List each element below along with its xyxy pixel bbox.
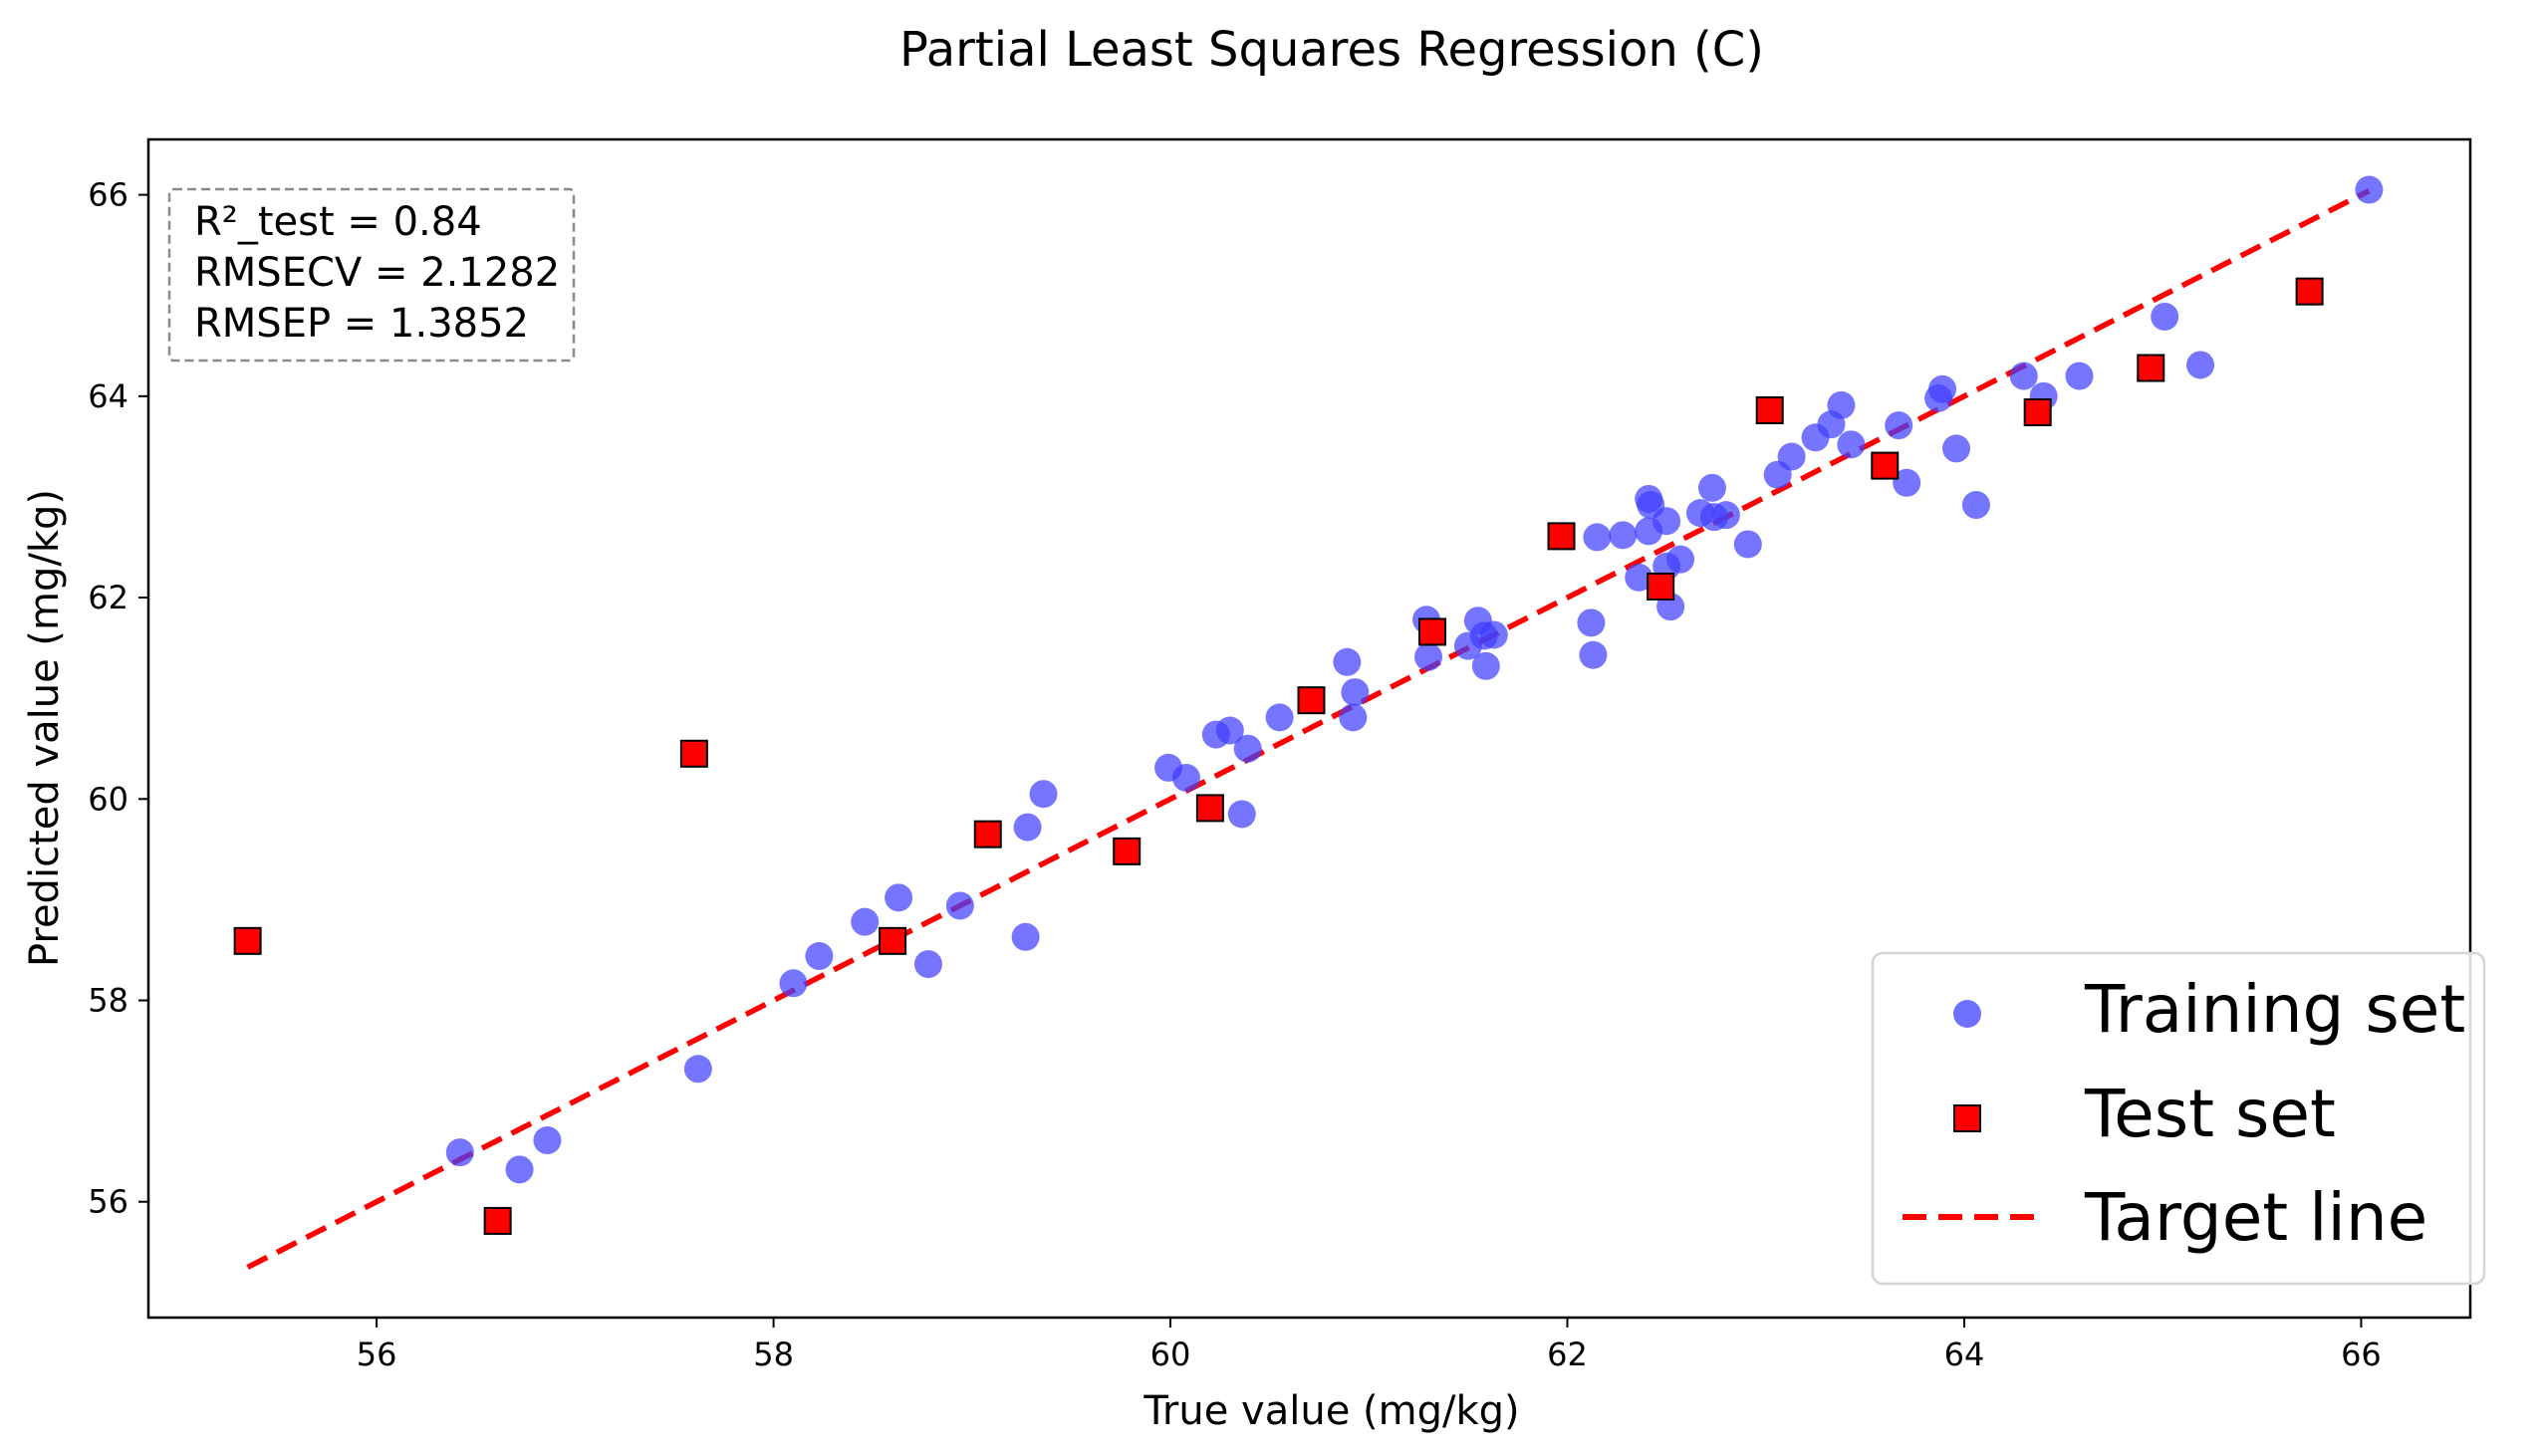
x-tick-label: 64 [1944,1335,1985,1373]
training-point [2186,351,2215,379]
test-point [679,739,708,768]
x-tick-label: 62 [1547,1335,1588,1373]
training-point [805,942,834,971]
y-tick-label: 56 [88,1183,128,1221]
training-point [945,891,974,920]
training-point [1653,507,1681,536]
training-point [1227,800,1256,829]
test-point [2295,277,2324,306]
training-point [1339,703,1368,732]
y-tick-label: 58 [88,982,128,1020]
y-tick-label: 62 [88,579,128,616]
test-point [1547,522,1576,551]
y-axis-ticks: 56 58 60 62 64 66 [88,176,148,1221]
training-point [1893,468,1921,497]
legend-training-label: Training set [2084,971,2465,1048]
test-point [879,926,907,955]
training-point [1666,545,1695,574]
x-axis-ticks: 56 58 60 62 64 66 [357,1318,2382,1373]
training-point [2065,362,2094,390]
test-point [973,820,1002,849]
x-tick-label: 66 [2341,1335,2382,1373]
training-point [2009,362,2038,390]
training-point [1941,434,1970,463]
test-point [1195,794,1224,823]
training-point [533,1126,562,1155]
training-point [1171,764,1200,793]
test-point [1647,572,1675,601]
plot-frame [146,137,2472,1320]
test-point [233,926,262,955]
training-point [779,969,808,998]
training-point [1827,390,1856,419]
training-point [1011,922,1040,951]
training-point [1711,501,1740,530]
y-axis-label: Predicted value (mg/kg) [22,489,68,967]
training-point [1333,647,1362,676]
training-point [683,1055,712,1084]
stats-box: R²_test = 0.84 RMSECV = 2.1282 RMSEP = 1… [167,187,576,363]
test-point [1871,451,1900,480]
chart-title: Partial Least Squares Regression (C) [899,22,1764,78]
training-point [885,883,913,912]
training-point [1837,430,1866,459]
legend-training-marker [1953,1000,1981,1028]
test-point [483,1206,512,1235]
training-point [1579,640,1608,669]
training-point [1471,651,1500,680]
training-point [1733,530,1762,559]
test-point [2137,354,2165,382]
training-point [1609,521,1638,550]
stats-rmsep: RMSEP = 1.3852 [194,301,529,347]
x-tick-label: 60 [1150,1335,1191,1373]
training-point [1928,374,1957,403]
y-tick-label: 66 [88,176,128,214]
training-point [1961,491,1990,520]
legend-target-label: Target line [2084,1179,2427,1256]
training-point [1013,813,1042,842]
training-point [1697,473,1726,502]
training-point [851,907,880,936]
training-points-layer [445,175,2384,1184]
training-point [1265,703,1294,732]
x-axis-label: True value (mg/kg) [1143,1388,1519,1434]
training-point [1625,563,1653,592]
training-point [1414,642,1443,671]
training-point [505,1155,534,1184]
training-point [1215,716,1244,745]
training-point [445,1138,474,1167]
test-point [2023,398,2052,427]
y-tick-label: 60 [88,780,128,818]
training-point [1029,780,1058,809]
training-point [1341,678,1370,707]
test-point [1297,686,1326,715]
legend: Training set Test set Target line [1871,951,2486,1286]
legend-test-label: Test set [2084,1076,2336,1152]
test-point [1418,617,1447,646]
training-point [1577,608,1606,637]
test-point [1113,837,1142,865]
legend-test-marker [1953,1104,1981,1132]
x-tick-label: 56 [357,1335,397,1373]
training-point [1777,442,1806,471]
training-point [1583,523,1612,552]
stats-rmsecv: RMSECV = 2.1282 [194,250,560,296]
y-tick-label: 64 [88,377,128,415]
x-tick-label: 58 [753,1335,794,1373]
legend-frame [1871,951,2486,1286]
stats-box-frame [167,187,576,363]
test-point [1755,395,1784,424]
training-point [1885,411,1913,440]
training-point [1233,734,1262,763]
training-point [2355,175,2384,204]
training-point [913,950,942,979]
stats-r2-test: R²_test = 0.84 [194,199,482,245]
training-point [1479,620,1508,649]
test-points-layer [233,277,2324,1235]
training-point [2151,302,2179,331]
